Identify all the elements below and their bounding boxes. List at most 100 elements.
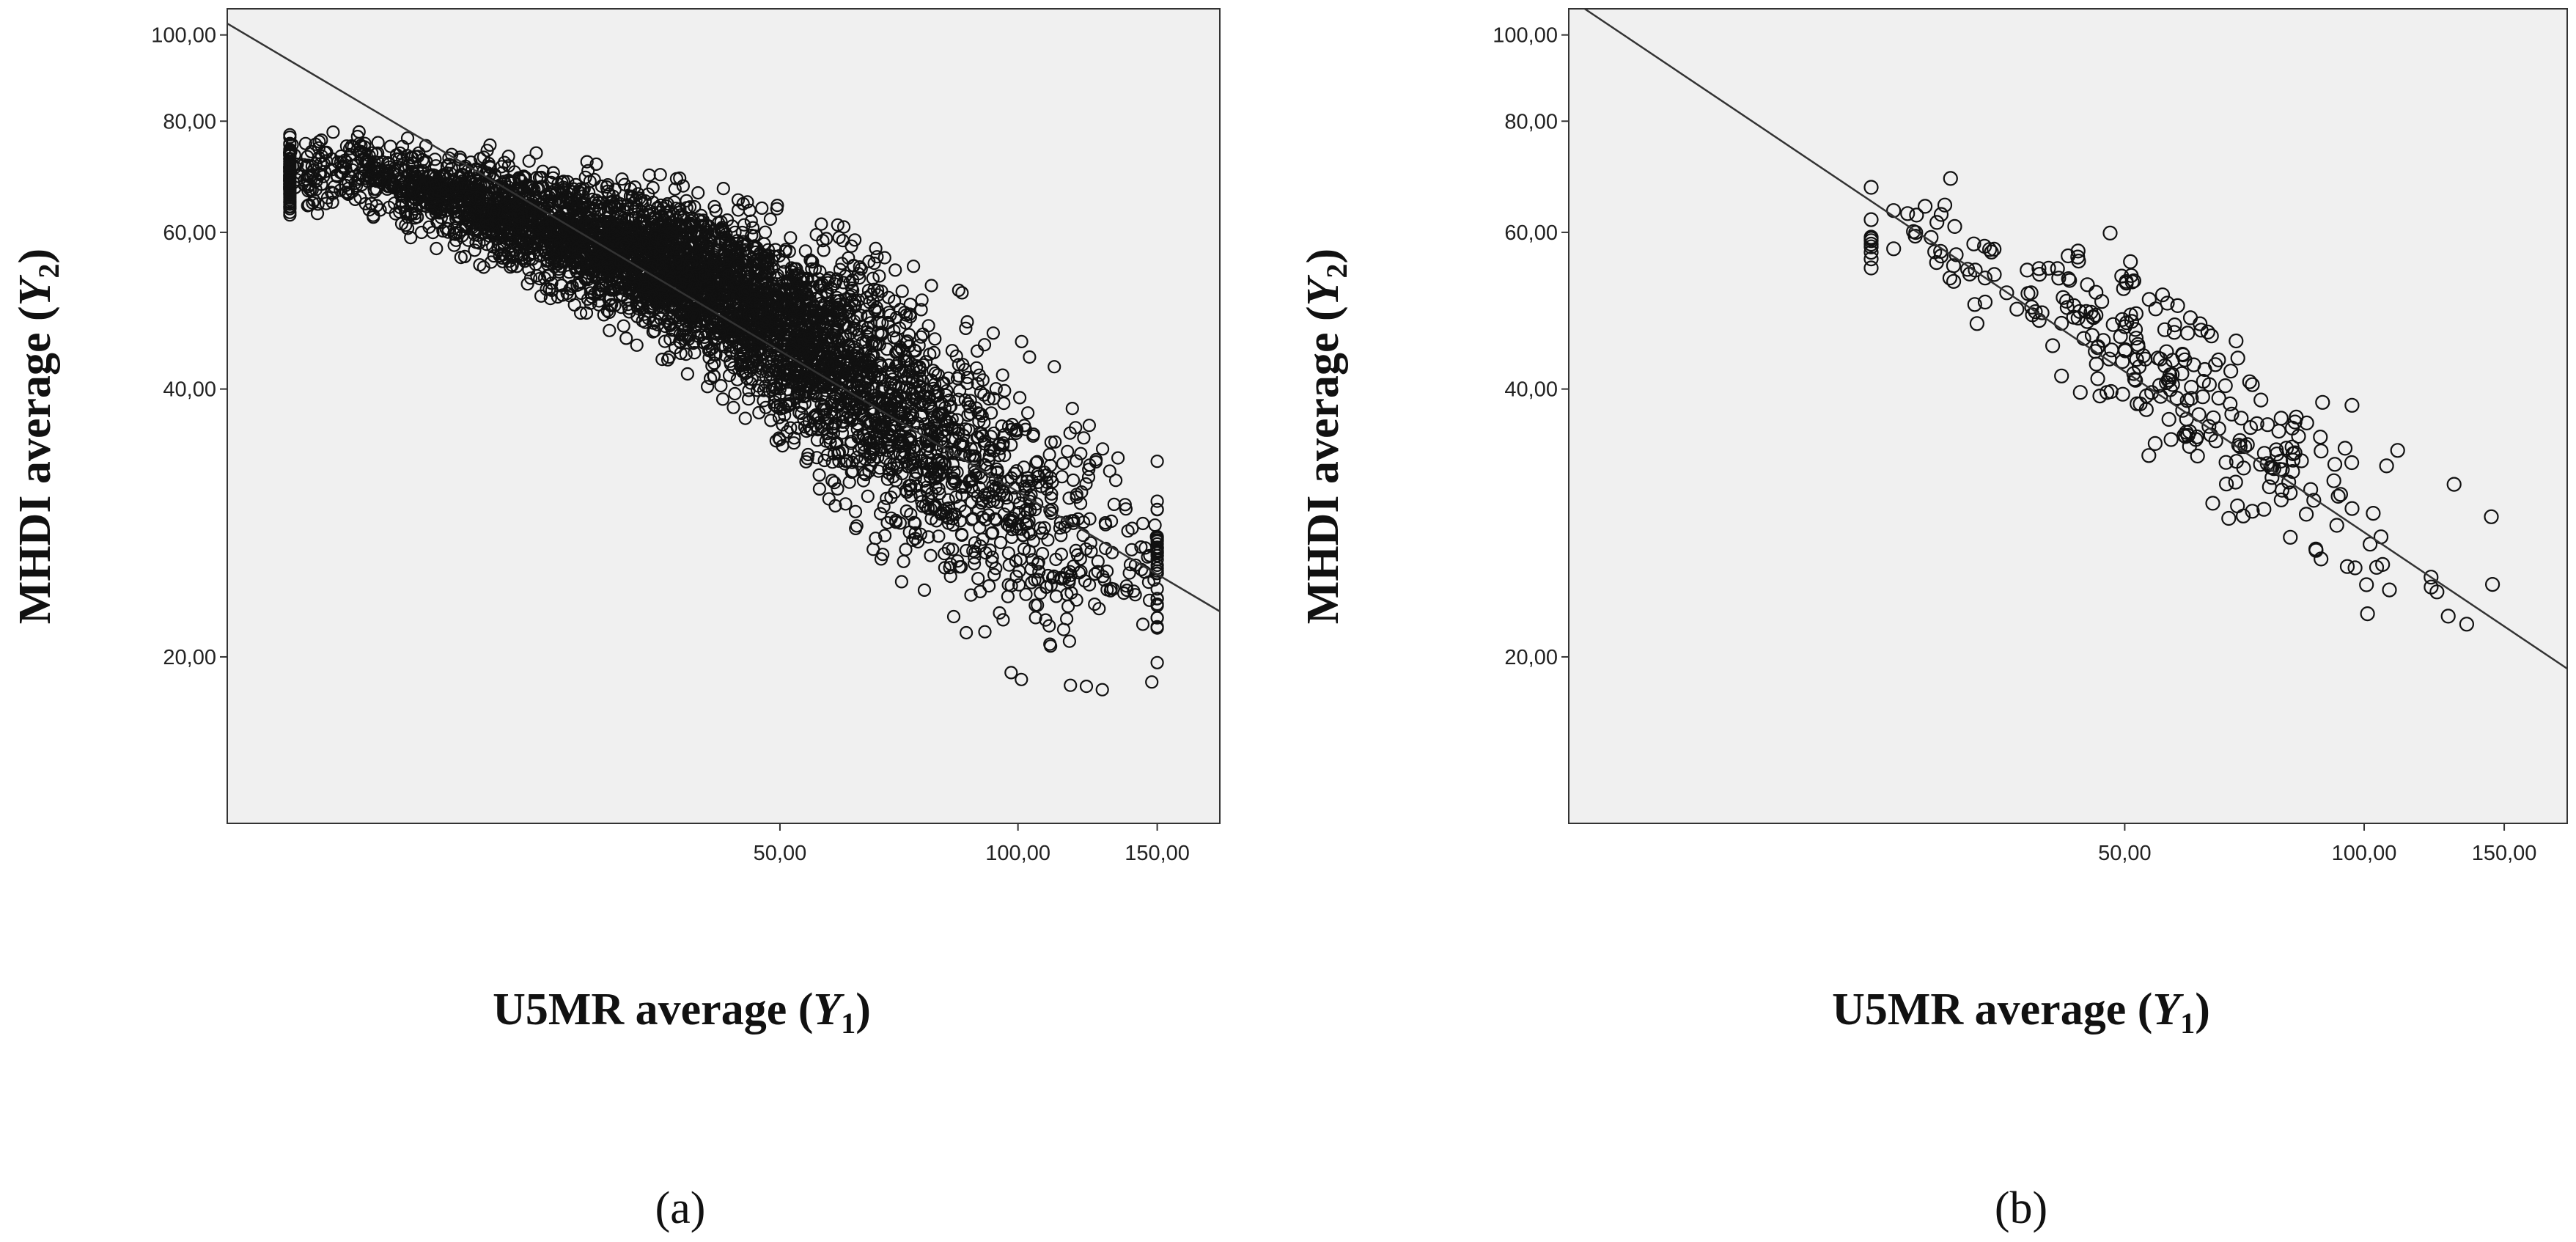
data-point <box>636 213 650 227</box>
data-point <box>924 486 939 501</box>
data-point <box>917 583 932 598</box>
data-point <box>740 371 754 385</box>
data-point <box>342 186 356 200</box>
data-point <box>870 283 885 298</box>
data-point <box>921 530 935 544</box>
data-point <box>780 277 795 291</box>
data-point <box>1142 593 1157 607</box>
data-point <box>726 400 740 414</box>
data-point <box>704 267 718 281</box>
data-point <box>314 133 328 147</box>
data-point <box>958 393 972 407</box>
data-point <box>658 320 672 334</box>
data-point <box>1031 475 1045 490</box>
data-point <box>312 135 326 149</box>
data-point <box>457 249 472 263</box>
data-point <box>445 186 460 200</box>
data-point <box>408 202 422 216</box>
data-point <box>1095 442 1110 456</box>
data-point <box>440 159 454 173</box>
data-point <box>1048 360 1061 374</box>
data-point <box>317 157 331 171</box>
data-point <box>623 189 638 203</box>
data-point <box>653 246 667 260</box>
data-point <box>379 164 394 178</box>
data-point <box>1095 683 1109 697</box>
data-point <box>677 232 691 246</box>
data-point <box>949 349 963 363</box>
data-point <box>1150 503 1164 517</box>
data-point <box>897 554 910 568</box>
data-point <box>915 293 929 307</box>
data-point <box>882 358 896 372</box>
data-point <box>787 262 802 276</box>
data-point <box>908 526 922 540</box>
data-point <box>1013 552 1028 566</box>
data-point <box>627 265 641 279</box>
data-point <box>433 206 446 220</box>
data-point <box>1083 512 1097 526</box>
data-point <box>813 309 827 323</box>
data-point <box>700 380 715 394</box>
data-point <box>1022 544 1037 558</box>
data-point <box>797 412 811 427</box>
data-point <box>1078 574 1092 588</box>
data-point <box>949 490 963 504</box>
data-point <box>888 513 903 528</box>
data-point <box>840 453 854 468</box>
data-point <box>1150 592 1164 606</box>
data-point <box>703 293 717 307</box>
data-point <box>960 376 974 391</box>
data-point <box>1026 427 1040 441</box>
data-point <box>779 244 792 258</box>
data-point <box>817 453 831 468</box>
data-point <box>312 141 326 155</box>
data-point <box>552 262 566 276</box>
data-point <box>958 480 973 494</box>
data-point <box>749 350 764 364</box>
data-point <box>603 323 617 337</box>
data-point <box>608 298 622 312</box>
data-point <box>304 144 318 158</box>
data-point <box>589 157 603 171</box>
data-point <box>998 448 1012 463</box>
data-point <box>814 217 828 231</box>
data-point <box>986 526 1000 540</box>
data-point <box>380 179 394 193</box>
data-point <box>853 260 866 274</box>
data-point <box>691 287 704 301</box>
data-point <box>703 372 718 386</box>
data-point <box>523 230 537 244</box>
data-point <box>780 372 794 386</box>
data-point <box>309 172 323 185</box>
data-point <box>982 449 996 463</box>
data-point <box>767 332 781 346</box>
data-point <box>283 208 297 222</box>
data-point <box>604 298 618 312</box>
data-point <box>788 353 802 367</box>
data-point <box>814 296 828 310</box>
data-point <box>518 171 532 185</box>
data-point <box>587 196 602 210</box>
data-point <box>814 279 828 293</box>
data-point <box>935 377 950 391</box>
data-point <box>352 125 366 139</box>
data-point <box>903 298 917 312</box>
data-point <box>674 229 688 243</box>
data-point <box>875 381 889 396</box>
data-point <box>287 176 301 190</box>
data-point <box>938 547 952 561</box>
data-point <box>548 183 562 197</box>
data-point <box>641 287 655 301</box>
data-point <box>755 201 769 215</box>
data-point <box>748 276 762 290</box>
data-point <box>864 450 877 464</box>
data-point <box>717 300 731 314</box>
data-point <box>770 382 784 396</box>
data-point <box>997 507 1012 521</box>
data-point <box>604 220 619 234</box>
data-point <box>441 225 455 239</box>
data-point <box>413 190 428 204</box>
data-point <box>573 306 588 320</box>
data-point <box>408 211 422 225</box>
